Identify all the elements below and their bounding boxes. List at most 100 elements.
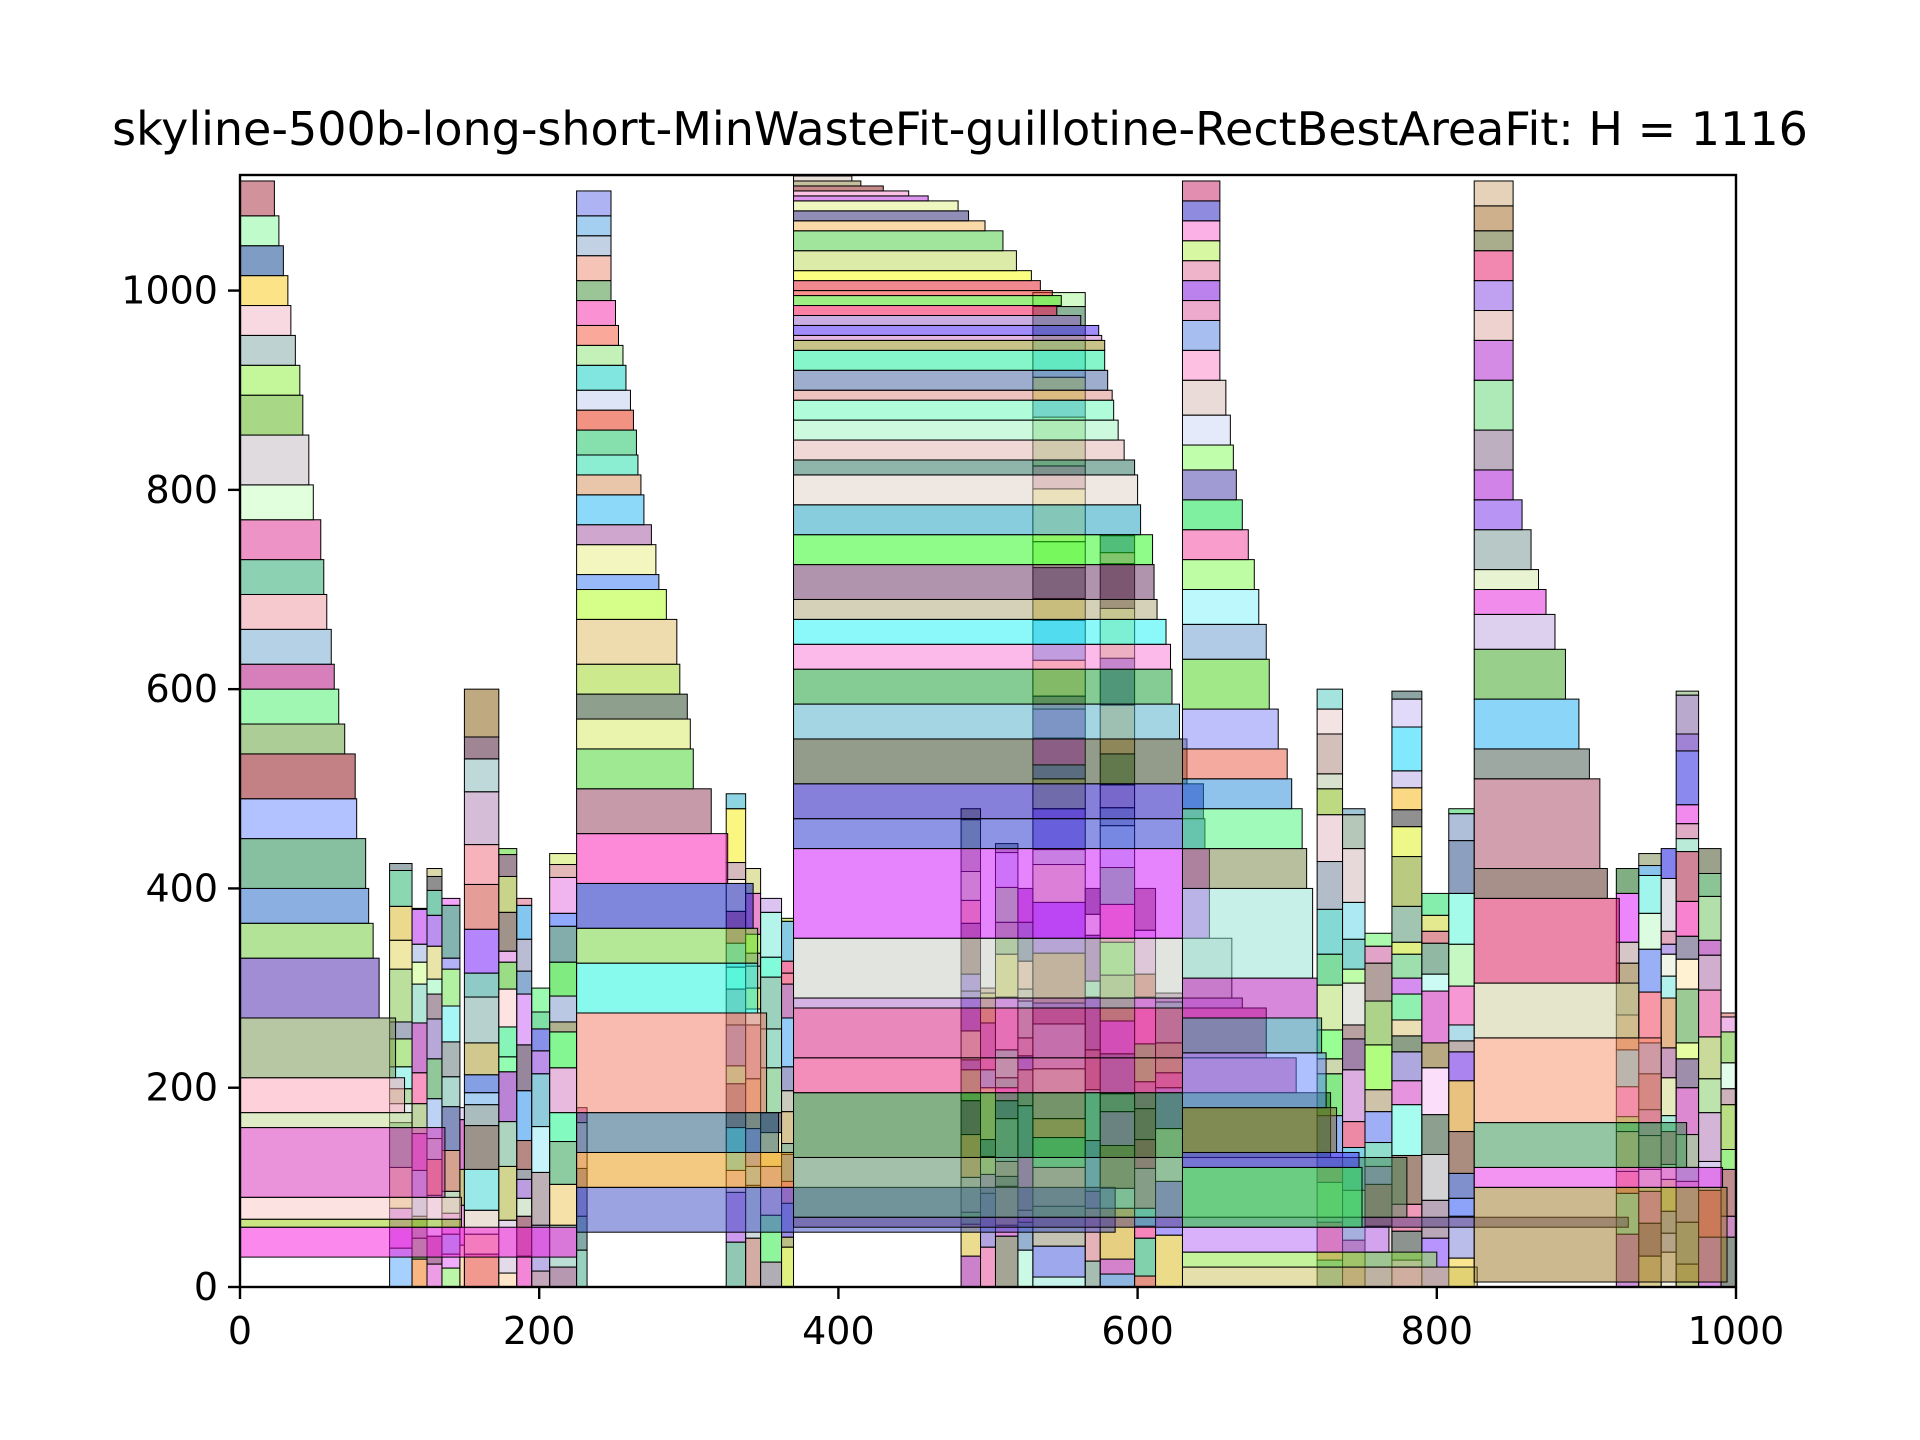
- packed-rect-602: [793, 334, 1103, 341]
- packed-rect-509: [1720, 1016, 1737, 1033]
- packed-rect-96: [516, 1178, 533, 1199]
- packed-rect-415: [1448, 1131, 1475, 1174]
- packed-rect-555: [576, 589, 667, 620]
- packed-rect-65: [463, 1125, 500, 1170]
- packed-rect-325: [1155, 1234, 1183, 1288]
- packed-rect-544: [576, 1012, 768, 1114]
- packed-rect-657: [1473, 1037, 1662, 1124]
- packed-rect-148: [725, 808, 747, 864]
- packed-rect-599: [793, 369, 1109, 391]
- packed-rect-189: [960, 1255, 982, 1288]
- packed-rect-536: [239, 305, 292, 336]
- packed-rect-417: [1448, 1051, 1475, 1082]
- packed-rect-639: [1181, 529, 1249, 561]
- plot-frame: [238, 173, 1738, 1289]
- packed-rect-583: [793, 783, 1204, 820]
- packed-rect-104: [516, 904, 533, 940]
- packed-rect-173: [760, 897, 783, 913]
- packed-rect-488: [1675, 690, 1700, 696]
- packed-rect-354: [1342, 1121, 1366, 1148]
- packed-rect-95: [516, 1197, 533, 1217]
- packed-rect-557: [576, 544, 657, 576]
- packed-rect-171: [760, 956, 783, 978]
- packed-rect-389: [1391, 941, 1423, 955]
- packed-rect-24: [411, 943, 428, 963]
- y-tick-label: 800: [145, 468, 218, 512]
- packed-rect-97: [516, 1168, 533, 1180]
- packed-rect-634: [1181, 708, 1279, 750]
- packed-rect-606: [793, 295, 1062, 307]
- packed-rect-535: [239, 334, 296, 366]
- packed-rect-572: [576, 215, 612, 237]
- packed-rect-500: [1698, 848, 1722, 874]
- packed-rect-493: [1698, 1078, 1722, 1114]
- packed-rect-480: [1675, 900, 1700, 937]
- packed-rect-563: [576, 409, 634, 431]
- packed-rect-618: [793, 180, 862, 187]
- packed-rect-393: [1391, 809, 1423, 828]
- packed-rect-570: [576, 255, 612, 282]
- packed-rect-59: [459, 1119, 465, 1170]
- packed-rect-496: [1698, 954, 1722, 991]
- packed-rect-601: [793, 339, 1106, 351]
- packed-rect-649: [1181, 260, 1221, 282]
- packed-rect-481: [1675, 851, 1700, 902]
- packed-rect-54: [441, 904, 461, 959]
- packed-rect-485: [1675, 750, 1700, 806]
- packed-rect-592: [793, 504, 1142, 536]
- packed-rect-597: [793, 399, 1115, 421]
- packed-rect-510: [1720, 1012, 1737, 1018]
- packed-rect-391: [1391, 856, 1423, 907]
- packed-rect-550: [576, 748, 694, 790]
- packed-rect-344: [1316, 861, 1344, 910]
- packed-rect-424: [1448, 813, 1475, 842]
- packed-rect-100: [516, 1044, 533, 1092]
- packed-rect-543: [576, 1112, 780, 1153]
- packed-rect-102: [516, 970, 533, 995]
- packed-rect-184: [781, 983, 795, 1019]
- packed-rect-12: [389, 870, 413, 907]
- packed-rect-120: [549, 1067, 578, 1114]
- packed-rect-394: [1391, 787, 1423, 811]
- packed-rect-670: [1473, 469, 1514, 501]
- packed-rect-513: [239, 1196, 462, 1220]
- packed-rect-549: [576, 788, 712, 835]
- x-tick-label: 400: [802, 1309, 875, 1353]
- packed-rect-349: [1316, 708, 1344, 735]
- packed-rect-108: [531, 1171, 551, 1226]
- packed-rect-654: [1473, 1186, 1728, 1283]
- packed-rect-420: [1448, 985, 1475, 1026]
- packed-rect-661: [1473, 778, 1601, 870]
- packed-rect-150: [745, 1237, 762, 1288]
- packed-rect-421: [1448, 943, 1475, 987]
- packed-rect-679: [1473, 180, 1514, 207]
- packed-rect-105: [516, 897, 533, 906]
- packed-rect-662: [1473, 748, 1590, 780]
- packed-rect-465: [1660, 943, 1677, 955]
- packed-rect-637: [1181, 589, 1260, 625]
- packed-rect-461: [1660, 1047, 1677, 1079]
- packed-rect-422: [1448, 892, 1475, 945]
- packed-rect-608: [793, 280, 1041, 292]
- packed-rect-527: [239, 628, 332, 665]
- packed-rect-404: [1421, 1042, 1450, 1069]
- packed-rect-665: [1473, 613, 1556, 650]
- packed-rect-648: [1181, 280, 1221, 302]
- packed-rect-625: [1181, 1107, 1338, 1153]
- packed-rect-631: [1181, 808, 1303, 850]
- packed-rect-486: [1675, 733, 1700, 752]
- packed-rect-468: [1660, 848, 1677, 879]
- packed-rect-245: [1032, 1245, 1086, 1278]
- packed-rect-539: [239, 215, 280, 247]
- packed-rect-348: [1316, 733, 1344, 775]
- packed-rect-52: [441, 968, 461, 1007]
- packed-rect-123: [549, 995, 578, 1023]
- packed-rect-652: [1181, 200, 1221, 222]
- packed-rect-663: [1473, 698, 1580, 750]
- packed-rect-163: [760, 1261, 783, 1288]
- packed-rect-402: [1421, 1114, 1450, 1155]
- packed-rect-72: [463, 928, 500, 974]
- packed-rect-516: [239, 1077, 406, 1114]
- packed-rect-466: [1660, 930, 1677, 945]
- packed-rect-514: [239, 1127, 446, 1198]
